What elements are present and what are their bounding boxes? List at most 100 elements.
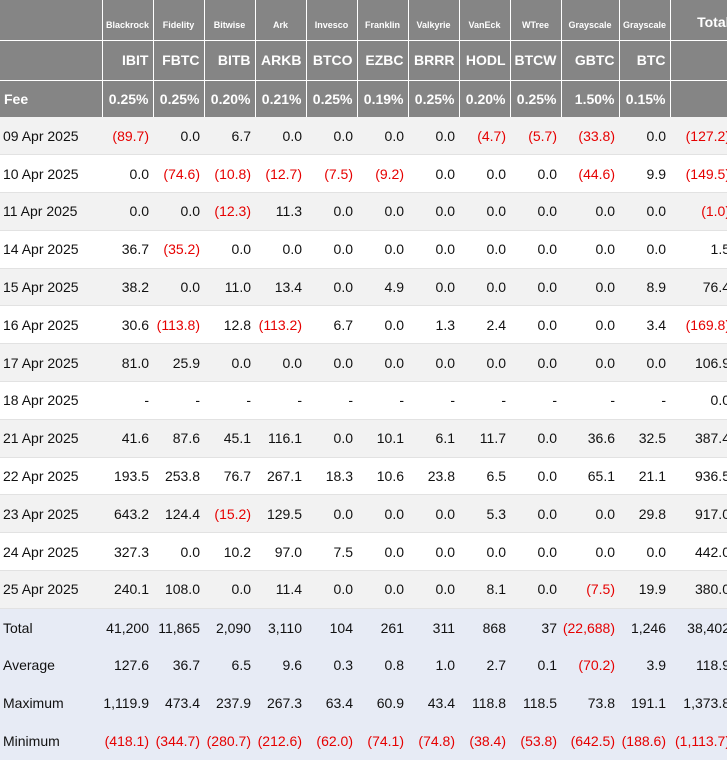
corner-cell bbox=[0, 40, 103, 81]
flow-cell: 3.4 bbox=[619, 305, 670, 345]
ticker-header-cell: GBTC bbox=[561, 40, 620, 81]
ticker-header-cell: HODL bbox=[459, 40, 511, 81]
row-date: 21 Apr 2025 bbox=[0, 419, 102, 458]
flow-cell: 0.0 bbox=[510, 419, 561, 458]
flow-cell: 36.7 bbox=[102, 230, 153, 269]
summary-cell: 473.4 bbox=[153, 683, 204, 722]
flow-cell: 0.0 bbox=[408, 570, 459, 609]
flow-cell: 0.0 bbox=[408, 192, 459, 231]
summary-cell: (212.6) bbox=[255, 721, 306, 760]
summary-cell: (642.5) bbox=[561, 721, 619, 760]
summary-total: 1,373.8 bbox=[670, 683, 727, 722]
flow-cell: 0.0 bbox=[561, 230, 619, 269]
flow-cell: (113.2) bbox=[255, 305, 306, 345]
row-total: 76.4 bbox=[670, 268, 727, 307]
ticker-header-cell: BRRR bbox=[408, 40, 460, 81]
flow-cell: - bbox=[459, 381, 510, 420]
flow-cell: (35.2) bbox=[153, 230, 204, 269]
flow-cell: 0.0 bbox=[357, 494, 408, 534]
flow-cell: (12.7) bbox=[255, 154, 306, 194]
flow-cell: 32.5 bbox=[619, 419, 670, 458]
flow-cell: - bbox=[357, 381, 408, 420]
fee-cell: 0.20% bbox=[204, 80, 256, 117]
issuer-header-cell: Ark bbox=[255, 0, 307, 41]
flow-cell: 327.3 bbox=[102, 532, 153, 572]
flow-cell: (15.2) bbox=[204, 494, 255, 534]
flow-cell: 0.0 bbox=[255, 117, 306, 156]
flow-cell: 116.1 bbox=[255, 419, 306, 458]
fee-cell: 0.25% bbox=[153, 80, 205, 117]
flow-cell: 0.0 bbox=[357, 532, 408, 572]
flow-cell: - bbox=[255, 381, 306, 420]
ticker-header-cell: EZBC bbox=[357, 40, 409, 81]
flow-cell: 0.0 bbox=[255, 230, 306, 269]
row-date: 11 Apr 2025 bbox=[0, 192, 102, 231]
fee-cell: 1.50% bbox=[561, 80, 620, 117]
flow-cell: 0.0 bbox=[306, 343, 357, 383]
flow-cell: 10.2 bbox=[204, 532, 255, 572]
flow-cell: 0.0 bbox=[561, 305, 619, 345]
summary-cell: 118.8 bbox=[459, 683, 510, 722]
ticker-header-cell: ARKB bbox=[255, 40, 307, 81]
flow-cell: 21.1 bbox=[619, 457, 670, 496]
flow-cell: 0.0 bbox=[357, 343, 408, 383]
flow-cell: 10.6 bbox=[357, 457, 408, 496]
row-date: 25 Apr 2025 bbox=[0, 570, 102, 609]
issuer-header-cell: VanEck bbox=[459, 0, 511, 41]
fee-label: Fee bbox=[0, 80, 103, 117]
fee-cell: 0.25% bbox=[102, 80, 154, 117]
summary-cell: 104 bbox=[306, 608, 357, 647]
flow-cell: 0.0 bbox=[102, 154, 153, 194]
summary-cell: 267.3 bbox=[255, 683, 306, 722]
summary-cell: 1,246 bbox=[619, 608, 670, 647]
flow-cell: 0.0 bbox=[510, 230, 561, 269]
flow-cell: 129.5 bbox=[255, 494, 306, 534]
flow-row: 16 Apr 2025 30.6 (113.8) 12.8 (113.2) 6.7 0.0 1… bbox=[0, 305, 727, 345]
row-total: 936.5 bbox=[670, 457, 727, 496]
flow-row: 25 Apr 2025 240.1 108.0 0.0 11.4 0.0 0.0 0.0 8.1… bbox=[0, 570, 727, 609]
summary-cell: 0.1 bbox=[510, 646, 561, 684]
flow-cell: - bbox=[204, 381, 255, 420]
flow-cell: (4.7) bbox=[459, 117, 510, 156]
flow-cell: 0.0 bbox=[561, 343, 619, 383]
flow-cell: 108.0 bbox=[153, 570, 204, 609]
row-total: 0.0 bbox=[670, 381, 727, 420]
flow-cell: (44.6) bbox=[561, 154, 619, 194]
flow-cell: 0.0 bbox=[408, 117, 459, 156]
flow-cell: 0.0 bbox=[459, 230, 510, 269]
ticker-header-cell: BTC bbox=[619, 40, 671, 81]
flow-row: 24 Apr 2025 327.3 0.0 10.2 97.0 7.5 0.0 0.0 0.0 0… bbox=[0, 532, 727, 572]
issuer-header-cell: Blackrock bbox=[102, 0, 154, 41]
summary-cell: (70.2) bbox=[561, 646, 619, 684]
flow-cell: 0.0 bbox=[561, 268, 619, 307]
flow-cell: - bbox=[619, 381, 670, 420]
summary-cell: 41,200 bbox=[102, 608, 153, 647]
flow-row: 21 Apr 2025 41.6 87.6 45.1 116.1 0.0 10.1 6.1 11… bbox=[0, 419, 727, 458]
flow-cell: 87.6 bbox=[153, 419, 204, 458]
row-total: 387.4 bbox=[670, 419, 727, 458]
summary-total: (1,113.7) bbox=[670, 721, 727, 760]
flow-cell: 13.4 bbox=[255, 268, 306, 307]
summary-total: 118.9 bbox=[670, 646, 727, 684]
flow-cell: - bbox=[306, 381, 357, 420]
flow-row: 14 Apr 2025 36.7 (35.2) 0.0 0.0 0.0 0.0 0.0 0.0 0… bbox=[0, 230, 727, 269]
flow-cell: 0.0 bbox=[561, 494, 619, 534]
flow-cell: (113.8) bbox=[153, 305, 204, 345]
row-date: 18 Apr 2025 bbox=[0, 381, 102, 420]
flow-cell: 19.9 bbox=[619, 570, 670, 609]
flow-row: 17 Apr 2025 81.0 25.9 0.0 0.0 0.0 0.0 0.0 0.0 0.0… bbox=[0, 343, 727, 383]
row-total: 106.9 bbox=[670, 343, 727, 383]
summary-cell: (62.0) bbox=[306, 721, 357, 760]
flow-cell: 0.0 bbox=[204, 230, 255, 269]
flow-cell: (10.8) bbox=[204, 154, 255, 194]
flow-cell: 11.3 bbox=[255, 192, 306, 231]
flow-cell: 65.1 bbox=[561, 457, 619, 496]
summary-row: Minimum (418.1) (344.7) (280.7) (212.6) (62.0… bbox=[0, 721, 727, 760]
row-date: 09 Apr 2025 bbox=[0, 117, 102, 156]
flow-cell: 0.0 bbox=[619, 230, 670, 269]
flow-cell: 11.4 bbox=[255, 570, 306, 609]
flow-row: 15 Apr 2025 38.2 0.0 11.0 13.4 0.0 4.9 0.0 0.0 0.… bbox=[0, 268, 727, 307]
issuer-header-cell: WTree bbox=[510, 0, 562, 41]
flow-cell: 0.0 bbox=[204, 570, 255, 609]
flow-cell: 0.0 bbox=[510, 305, 561, 345]
